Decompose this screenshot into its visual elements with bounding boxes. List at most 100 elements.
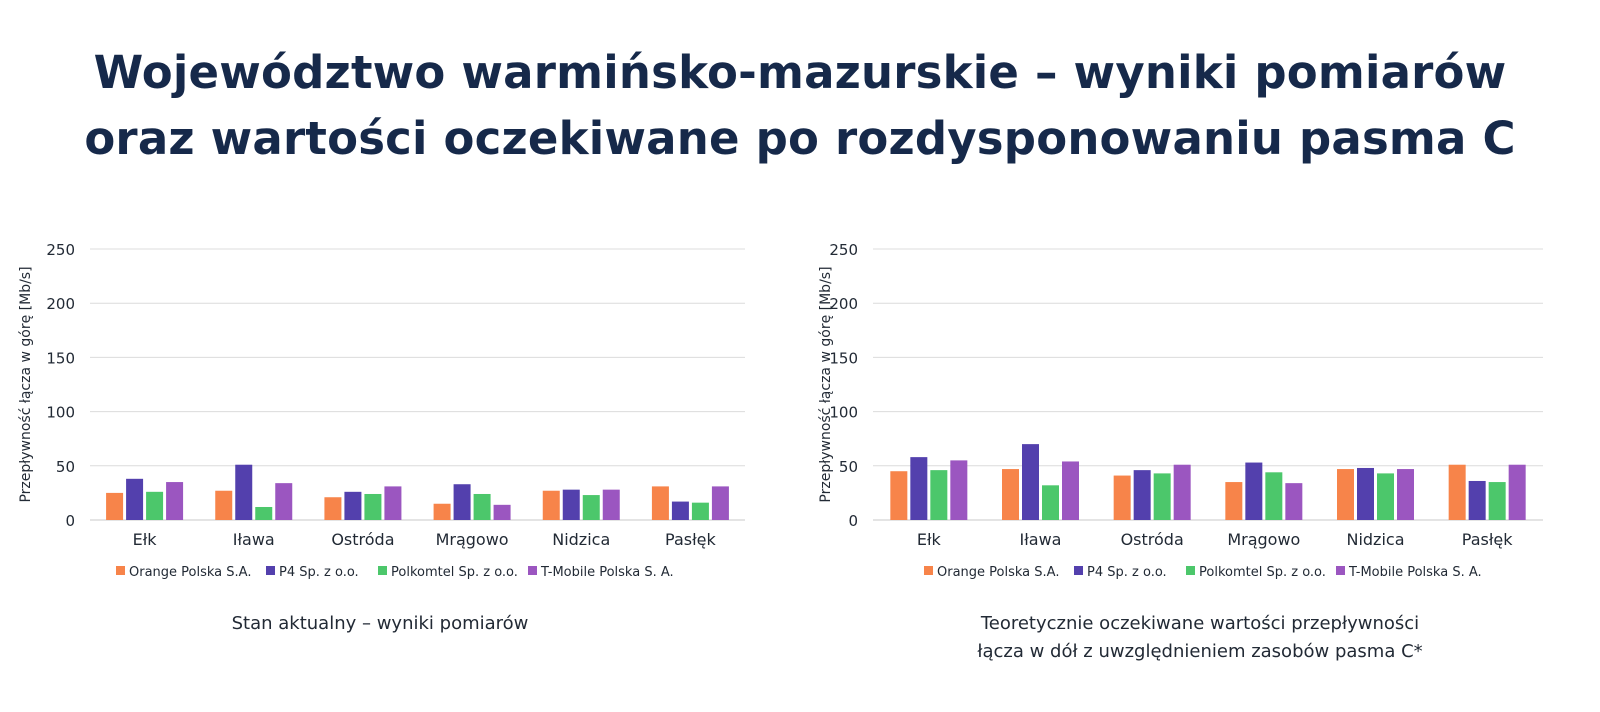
left-legend-label: P4 Sp. z o.o.	[279, 565, 359, 580]
right-legend-swatch	[924, 566, 933, 575]
right-caption-line-1: Teoretycznie oczekiwane wartości przepły…	[980, 613, 1420, 634]
right-bar	[1448, 464, 1466, 520]
left-y-axis-label: Przepływność łącza w górę [Mb/s]	[18, 266, 34, 502]
left-bar	[166, 482, 184, 520]
right-bar	[1245, 462, 1263, 520]
right-category-label: Pasłęk	[1462, 530, 1513, 549]
right-chart-caption: Teoretycznie oczekiwane wartości przepły…	[920, 610, 1480, 666]
left-bar	[235, 464, 253, 520]
left-category-label: Mrągowo	[436, 530, 509, 549]
left-y-tick-label: 50	[56, 458, 75, 476]
left-legend-swatch	[528, 566, 537, 575]
left-bar	[324, 497, 342, 520]
right-bar	[1173, 464, 1191, 520]
right-bar	[1508, 464, 1526, 520]
right-y-tick-label: 50	[839, 458, 858, 476]
right-bar	[1468, 480, 1486, 520]
right-bar	[1113, 475, 1131, 520]
left-bar	[106, 492, 124, 520]
left-legend-label: T-Mobile Polska S. A.	[540, 565, 674, 580]
left-y-tick-label: 150	[46, 349, 75, 367]
right-bar	[950, 460, 968, 520]
left-category-label: Nidzica	[552, 530, 610, 549]
left-chart-caption: Stan aktualny – wyniki pomiarów	[100, 610, 660, 638]
right-legend-swatch	[1074, 566, 1083, 575]
right-bar	[910, 457, 928, 520]
left-category-label: Pasłęk	[665, 530, 716, 549]
right-bar	[930, 470, 948, 520]
right-y-tick-label: 150	[829, 349, 858, 367]
left-legend-swatch	[116, 566, 125, 575]
right-bar	[1225, 482, 1243, 520]
left-legend-label: Polkomtel Sp. z o.o.	[391, 565, 518, 580]
left-y-tick-label: 0	[65, 512, 75, 530]
right-category-label: Ostróda	[1121, 530, 1184, 549]
right-bar	[1133, 470, 1151, 520]
right-y-tick-label: 250	[829, 241, 858, 259]
left-bar	[453, 484, 471, 520]
page-title-line-2: oraz wartości oczekiwane po rozdysponowa…	[84, 112, 1516, 165]
left-bar	[215, 490, 233, 520]
right-category-label: Nidzica	[1346, 530, 1404, 549]
left-bar	[493, 504, 511, 520]
right-y-tick-label: 0	[848, 512, 858, 530]
left-bar	[651, 486, 669, 520]
right-bar	[1397, 469, 1414, 520]
left-bar	[384, 486, 402, 520]
left-bar	[364, 493, 382, 520]
left-y-tick-label: 200	[46, 295, 75, 313]
left-category-label: Iława	[233, 530, 275, 549]
left-bar	[582, 495, 600, 520]
right-legend-label: Polkomtel Sp. z o.o.	[1199, 565, 1326, 580]
right-category-label: Iława	[1020, 530, 1062, 549]
right-legend-swatch	[1336, 566, 1345, 575]
right-y-axis-label: Przepływność łącza w górę [Mb/s]	[818, 266, 834, 502]
page-title-line-1: Województwo warmińsko-mazurskie – wyniki…	[93, 46, 1507, 99]
right-bar	[1285, 483, 1303, 520]
right-y-tick-label: 200	[829, 295, 858, 313]
left-caption-line-1: Stan aktualny – wyniki pomiarów	[231, 613, 529, 634]
right-bar	[1488, 482, 1506, 520]
left-bar	[711, 486, 729, 520]
left-category-label: Ostróda	[331, 530, 394, 549]
left-bar	[255, 506, 273, 520]
left-legend-swatch	[378, 566, 387, 575]
left-bar	[433, 503, 451, 520]
right-legend-label: T-Mobile Polska S. A.	[1348, 565, 1482, 580]
left-y-tick-label: 250	[46, 241, 75, 259]
left-bar	[473, 493, 491, 520]
left-bar	[562, 489, 580, 520]
left-category-label: Ełk	[133, 530, 158, 549]
left-bar	[344, 491, 362, 520]
right-bar	[1002, 469, 1019, 520]
right-category-label: Mrągowo	[1227, 530, 1300, 549]
right-bar	[890, 471, 908, 520]
right-bar	[1357, 467, 1374, 520]
right-caption-line-2: łącza w dół z uwzględnieniem zasobów pas…	[977, 641, 1423, 662]
left-bar	[146, 491, 164, 520]
left-bar	[542, 490, 560, 520]
left-legend-label: Orange Polska S.A.	[129, 565, 251, 580]
right-bar	[1042, 485, 1059, 520]
right-legend-swatch	[1186, 566, 1195, 575]
left-bar	[602, 489, 620, 520]
left-bar	[671, 501, 689, 520]
right-bar	[1062, 461, 1079, 520]
right-bar	[1265, 472, 1283, 520]
left-y-tick-label: 100	[46, 404, 75, 422]
left-legend-swatch	[266, 566, 275, 575]
right-category-label: Ełk	[917, 530, 942, 549]
left-bar	[126, 478, 144, 520]
right-y-tick-label: 100	[829, 404, 858, 422]
right-bar	[1022, 444, 1039, 520]
left-bar	[275, 483, 293, 520]
page-title: Województwo warmińsko-mazurskie – wyniki…	[0, 40, 1600, 172]
left-bar	[691, 502, 709, 520]
right-bar	[1377, 473, 1394, 520]
right-bar	[1337, 469, 1354, 520]
right-legend-label: P4 Sp. z o.o.	[1087, 565, 1167, 580]
right-bar	[1153, 473, 1171, 520]
right-legend-label: Orange Polska S.A.	[937, 565, 1059, 580]
